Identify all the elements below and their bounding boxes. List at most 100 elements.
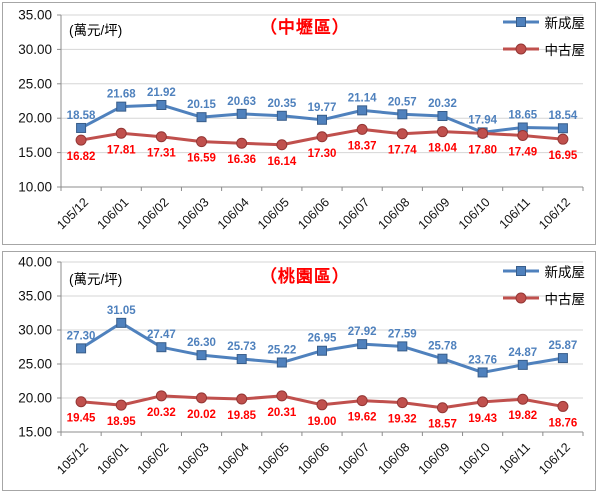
legend-label-new-house: 新成屋 bbox=[544, 16, 586, 31]
new-house-series-icon bbox=[502, 17, 539, 27]
marker-circle bbox=[557, 400, 569, 412]
y-tick-label: 35.00 bbox=[18, 8, 52, 23]
marker-square bbox=[196, 112, 207, 123]
y-tick-label: 20.00 bbox=[18, 111, 52, 126]
taoyuan-district-chart: 15.00 20.00 25.00 30.00 35.00 40.00 105/12 106/… bbox=[2, 251, 596, 491]
x-tick-label: 106/08 bbox=[375, 440, 412, 477]
marker-square bbox=[517, 359, 528, 370]
data-label: 19.45 bbox=[67, 413, 96, 425]
marker-square bbox=[557, 353, 568, 364]
x-tick-label: 106/12 bbox=[536, 195, 573, 232]
marker-circle bbox=[396, 128, 408, 140]
x-tick-label: 106/04 bbox=[215, 440, 252, 477]
marker-square bbox=[357, 339, 368, 350]
x-tick-label: 106/11 bbox=[497, 440, 533, 476]
legend-item-new-house: 新成屋 bbox=[502, 12, 586, 32]
marker-circle bbox=[477, 127, 489, 139]
marker-square bbox=[236, 354, 247, 365]
data-label: 18.54 bbox=[549, 110, 578, 122]
data-label: 19.85 bbox=[227, 410, 256, 422]
data-label: 20.15 bbox=[187, 99, 216, 111]
x-tick-label: 106/05 bbox=[255, 195, 292, 232]
data-label: 16.82 bbox=[67, 151, 96, 163]
data-label: 20.02 bbox=[187, 409, 216, 421]
data-label: 18.04 bbox=[428, 143, 457, 155]
legend-item-new-house: 新成屋 bbox=[502, 261, 586, 281]
data-label: 26.95 bbox=[308, 333, 337, 345]
data-label: 19.82 bbox=[508, 410, 537, 422]
data-label: 25.87 bbox=[549, 340, 578, 352]
x-tick-label: 106/09 bbox=[416, 440, 453, 477]
marker-circle bbox=[436, 126, 448, 138]
new-house-series-icon bbox=[502, 266, 539, 276]
marker-circle bbox=[196, 136, 208, 148]
data-label: 17.81 bbox=[107, 144, 136, 156]
legend-label-new-house: 新成屋 bbox=[544, 265, 586, 280]
data-label: 20.32 bbox=[147, 407, 176, 419]
marker-square bbox=[397, 109, 408, 120]
legend-item-used-house: 中古屋 bbox=[502, 288, 586, 308]
marker-square bbox=[116, 101, 127, 112]
legend-label-used-house: 中古屋 bbox=[544, 292, 586, 307]
y-tick-label: 35.00 bbox=[18, 289, 52, 304]
marker-square bbox=[276, 110, 287, 121]
y-tick-label: 40.00 bbox=[18, 255, 52, 270]
zhongli-district-chart: 10.00 15.00 20.00 25.00 30.00 35.00 105/12 106/… bbox=[2, 2, 596, 245]
x-tick-label: 106/11 bbox=[497, 195, 533, 231]
x-tick-label: 106/08 bbox=[375, 195, 412, 232]
data-label: 17.49 bbox=[508, 146, 537, 158]
data-label: 21.68 bbox=[107, 89, 136, 101]
data-label: 17.94 bbox=[468, 114, 497, 126]
data-label: 27.92 bbox=[348, 326, 377, 338]
marker-square bbox=[76, 343, 87, 354]
x-tick-label: 106/10 bbox=[456, 440, 493, 477]
y-tick-label: 25.00 bbox=[18, 76, 52, 91]
data-label: 16.14 bbox=[267, 156, 296, 168]
data-label: 24.87 bbox=[508, 347, 537, 359]
x-tick-label: 106/07 bbox=[335, 440, 372, 477]
marker-circle bbox=[316, 131, 328, 143]
marker-square bbox=[317, 345, 327, 356]
data-label: 25.73 bbox=[227, 341, 256, 353]
marker-circle bbox=[356, 395, 368, 407]
marker-circle bbox=[236, 137, 248, 149]
x-tick-label: 106/02 bbox=[135, 195, 172, 232]
data-label: 20.31 bbox=[267, 407, 296, 419]
used-house-series-icon bbox=[502, 292, 539, 304]
legend-item-used-house: 中古屋 bbox=[502, 39, 585, 59]
x-tick-label: 106/02 bbox=[135, 440, 172, 477]
marker-circle bbox=[276, 390, 288, 402]
marker-circle bbox=[155, 131, 167, 143]
marker-circle bbox=[316, 399, 328, 411]
data-label: 25.78 bbox=[428, 341, 457, 353]
data-label: 25.22 bbox=[267, 345, 296, 357]
chart-title-zhongli: （中壢區） bbox=[259, 18, 350, 37]
x-tick-label: 106/07 bbox=[335, 195, 372, 232]
data-label: 19.32 bbox=[388, 414, 417, 426]
marker-square bbox=[76, 122, 87, 133]
used-house-series-icon bbox=[502, 43, 539, 55]
data-label: 18.76 bbox=[549, 417, 578, 429]
marker-circle bbox=[236, 393, 248, 405]
marker-square bbox=[116, 317, 127, 328]
marker-circle bbox=[155, 390, 167, 402]
x-tick-label: 106/01 bbox=[94, 195, 131, 232]
chart-title-taoyuan: （桃園區） bbox=[259, 267, 350, 286]
marker-square bbox=[477, 367, 488, 378]
marker-circle bbox=[115, 127, 127, 139]
marker-circle bbox=[115, 399, 127, 411]
x-tick-label: 106/04 bbox=[215, 195, 252, 232]
marker-circle bbox=[75, 134, 87, 146]
legend: 新成屋 中古屋 bbox=[502, 12, 586, 59]
data-label: 20.57 bbox=[388, 96, 417, 108]
marker-circle bbox=[557, 133, 569, 145]
data-label: 20.63 bbox=[227, 96, 256, 108]
data-label: 23.76 bbox=[468, 354, 497, 366]
x-tick-label: 106/06 bbox=[295, 440, 332, 477]
marker-square bbox=[236, 108, 247, 119]
data-label: 20.35 bbox=[267, 98, 296, 110]
x-tick-label: 106/03 bbox=[175, 195, 212, 232]
data-label: 20.32 bbox=[428, 98, 457, 110]
data-label: 16.95 bbox=[549, 150, 578, 162]
marker-square bbox=[276, 357, 287, 368]
